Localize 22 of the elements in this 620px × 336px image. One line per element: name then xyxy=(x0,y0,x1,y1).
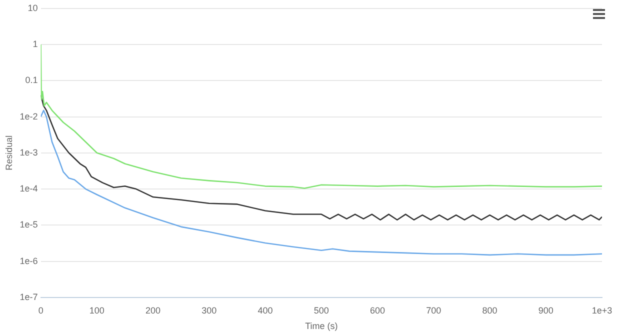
y-tick-label: 1e-6 xyxy=(20,256,38,266)
y-tick-label: 1e-7 xyxy=(20,292,38,302)
x-tick-label: 800 xyxy=(482,305,498,316)
x-tick-label: 700 xyxy=(426,305,442,316)
y-tick-label: 1e-5 xyxy=(20,220,38,230)
y-tick-label: 1e-4 xyxy=(20,184,38,194)
x-tick-label: 600 xyxy=(370,305,386,316)
y-tick-label: 10 xyxy=(28,2,38,13)
x-axis-title: Time (s) xyxy=(305,321,338,332)
x-tick-label: 300 xyxy=(202,305,217,316)
x-tick-label: 900 xyxy=(538,305,554,316)
x-tick-label: 500 xyxy=(314,305,329,316)
x-tick-label: 0 xyxy=(38,305,44,316)
y-tick-label: 0.1 xyxy=(25,75,38,86)
x-tick-label: 100 xyxy=(89,305,104,316)
y-axis-title: Residual xyxy=(4,135,14,170)
y-tick-label: 1e-3 xyxy=(20,147,38,158)
y-tick-label: 1 xyxy=(32,39,38,50)
x-tick-label: 1e+3 xyxy=(592,305,612,316)
x-tick-label: 400 xyxy=(258,305,273,316)
y-tick-label: 1e-2 xyxy=(20,111,38,122)
x-tick-label: 200 xyxy=(146,305,161,316)
